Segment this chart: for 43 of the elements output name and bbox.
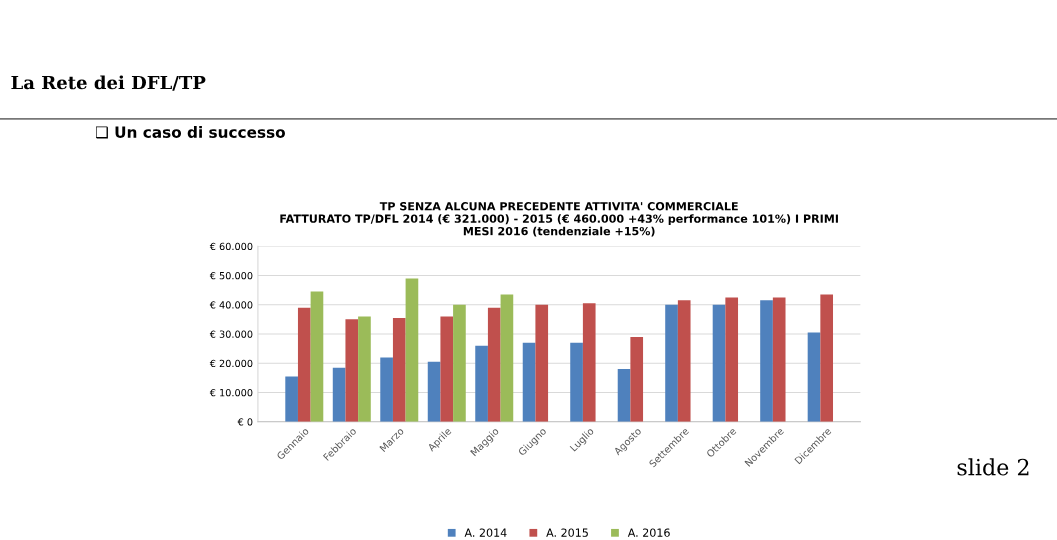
bar <box>440 316 454 422</box>
bar <box>453 304 466 422</box>
y-tick-label: € 0 <box>237 418 253 426</box>
bar <box>582 303 596 422</box>
bar <box>297 307 311 422</box>
y-tick-label: € 40.000 <box>209 301 253 309</box>
bar <box>820 294 834 422</box>
y-tick-label: € 20.000 <box>209 359 253 368</box>
bar <box>332 367 346 422</box>
bar <box>807 332 821 422</box>
y-tick-label: € 30.000 <box>209 330 253 338</box>
bar <box>475 345 488 422</box>
bar <box>345 319 359 422</box>
bar <box>427 361 441 422</box>
bar <box>630 336 644 422</box>
y-tick-label: € 50.000 <box>209 271 253 280</box>
bar <box>500 294 514 422</box>
y-tick-label: € 10.000 <box>209 388 253 397</box>
legend-label: A. 2016 <box>627 528 670 537</box>
bar <box>665 304 678 422</box>
text: ❑ Un caso di successo <box>96 126 285 139</box>
bar <box>760 300 773 422</box>
bar <box>570 342 583 422</box>
bar <box>392 317 406 422</box>
chart-title: TP SENZA ALCUNA PRECEDENTE ATTIVITA' COMMERCIALE FATTURATO TP/DFL 2014 (€ 321.000) - 2015 (€ 460.000 +43% performance 101%) I PRIMI MESI 2016 (tendenziale +15%) <box>280 202 838 237</box>
bar <box>617 369 631 422</box>
bar <box>285 376 298 422</box>
bar <box>380 357 393 422</box>
bar <box>487 307 501 422</box>
bar <box>522 342 536 422</box>
bar <box>677 300 691 422</box>
y-tick-label: € 60.000 <box>209 242 253 251</box>
bar <box>712 304 726 422</box>
bar <box>535 304 549 422</box>
legend-label: A. 2015 <box>546 528 588 537</box>
bar <box>310 291 324 422</box>
bar <box>358 316 371 422</box>
text: La Rete dei DFL/TP <box>11 75 206 91</box>
bar <box>405 278 419 422</box>
bar <box>725 297 739 422</box>
bar <box>772 297 786 422</box>
text: slide 2 <box>957 458 1029 476</box>
legend-label: A. 2014 <box>464 528 507 537</box>
